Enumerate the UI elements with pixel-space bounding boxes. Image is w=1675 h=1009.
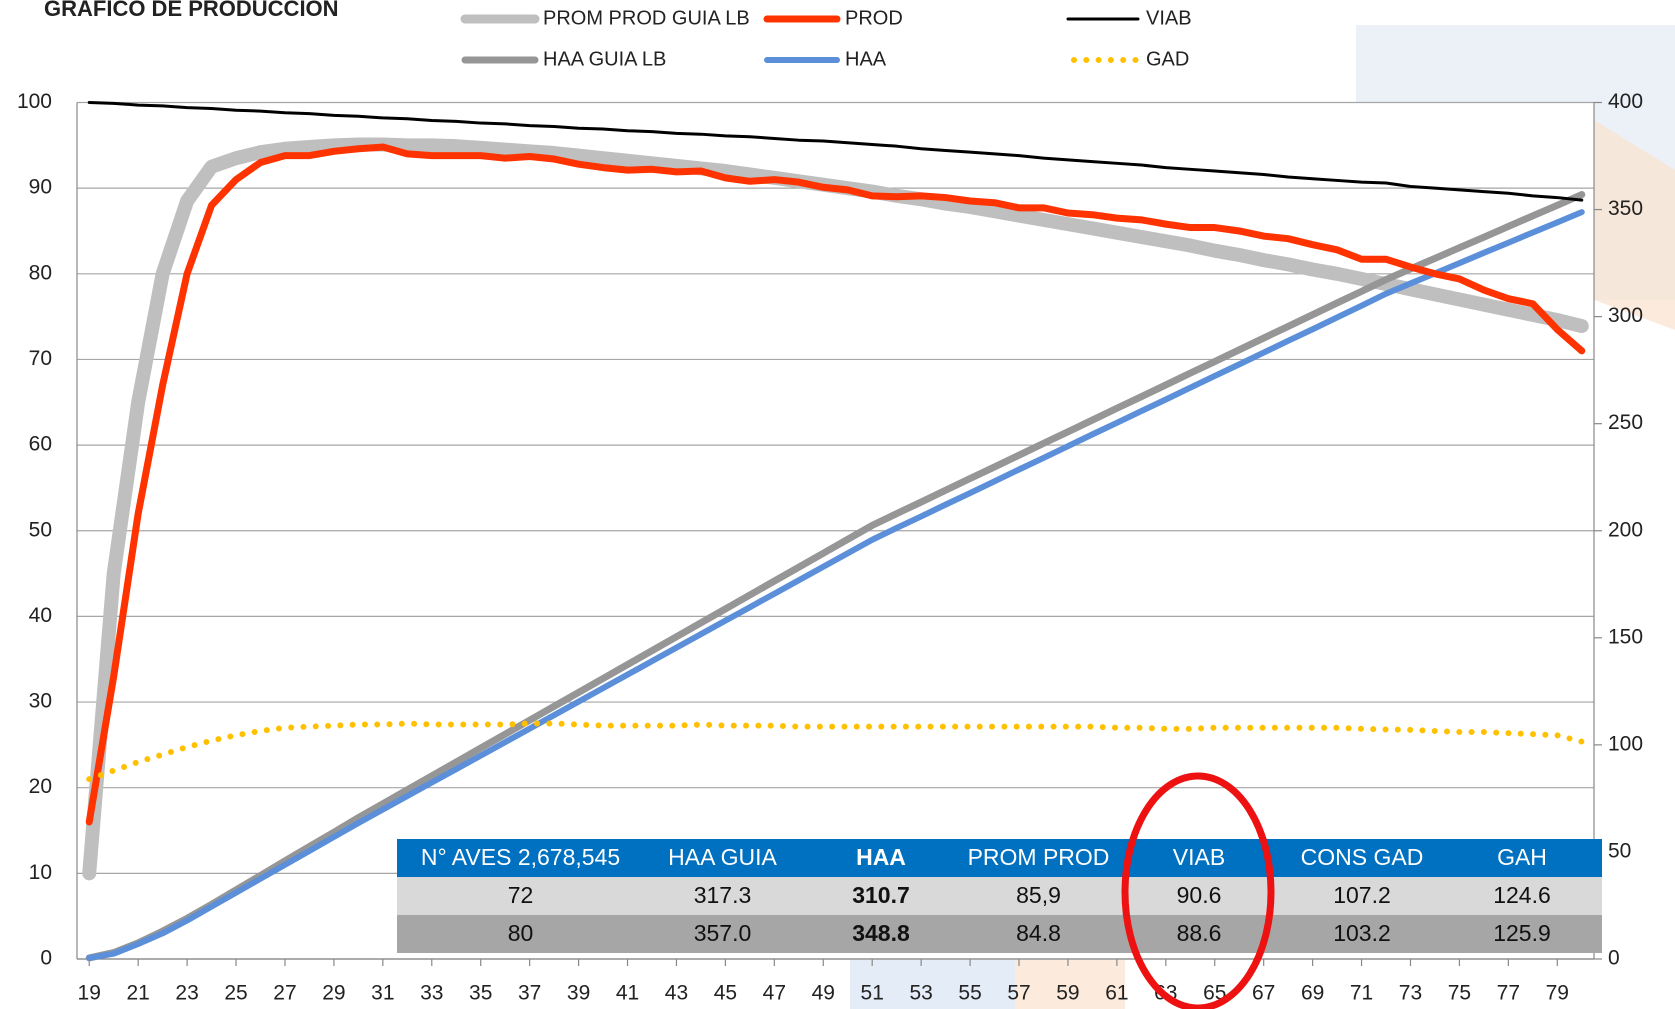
x-tick-label: 25 (224, 982, 247, 1005)
y2-tick-label: 350 (1608, 197, 1643, 220)
table-cell: 125.9 (1493, 920, 1551, 946)
table-row (397, 877, 1602, 915)
series-line (85, 143, 1586, 826)
x-tick-label: 55 (958, 982, 981, 1005)
series-line (86, 720, 1585, 783)
summary-table: N° AVES 2,678,545 HAA GUIA HAA PROM PROD VIA… (397, 839, 1602, 953)
y2-tick-label: 300 (1608, 304, 1643, 327)
legend-label: HAA (845, 48, 887, 70)
background-decor (850, 25, 1675, 1009)
table-cell: 317.3 (694, 882, 752, 908)
grid (77, 101, 1594, 960)
x-tick-label: 33 (420, 982, 443, 1005)
x-tick-label: 19 (78, 982, 101, 1005)
x-tick-label: 23 (175, 982, 198, 1005)
y2-tick-label: 0 (1608, 947, 1620, 970)
y2-tick-label: 100 (1608, 732, 1643, 755)
table-header-cell: VIAB (1173, 844, 1225, 870)
decor-shape (850, 960, 1015, 1009)
table-cell: 88.6 (1177, 920, 1222, 946)
table-cell: 357.0 (694, 920, 752, 946)
x-tick-label: 79 (1546, 982, 1569, 1005)
series-line (86, 209, 1585, 961)
y-tick-label: 10 (29, 861, 52, 884)
x-tick-label: 77 (1497, 982, 1520, 1005)
table-cell: 90.6 (1177, 882, 1222, 908)
table-header-cell: PROM PROD (968, 844, 1110, 870)
x-tick-label: 73 (1399, 982, 1422, 1005)
decor-shape (1594, 120, 1675, 330)
series-line (82, 137, 1589, 881)
y-tick-label: 60 (29, 433, 52, 456)
y-tick-label: 100 (17, 90, 52, 113)
y-tick-label: 20 (29, 775, 52, 798)
y-tick-label: 50 (29, 518, 52, 541)
x-tick-label: 51 (861, 982, 884, 1005)
table-header-cell: HAA (856, 844, 906, 870)
axes: 0 10 20 30 40 50 60 70 80 90 100 0 50 100 150 200 250 300… (17, 90, 1643, 1005)
table-cell: 107.2 (1333, 882, 1391, 908)
legend-label: GAD (1146, 48, 1189, 70)
table-cell: 72 (508, 882, 534, 908)
x-tick-label: 21 (126, 982, 149, 1005)
y-tick-label: 0 (40, 947, 52, 970)
x-tick-label: 49 (812, 982, 835, 1005)
x-tick-label: 41 (616, 982, 639, 1005)
decor-shape (1015, 960, 1125, 1009)
legend-label: HAA GUIA LB (543, 48, 666, 70)
y-tick-label: 80 (29, 261, 52, 284)
x-tick-label: 27 (273, 982, 296, 1005)
y-tick-label: 90 (29, 176, 52, 199)
y2-tick-label: 200 (1608, 518, 1643, 541)
x-tick-label: 71 (1350, 982, 1373, 1005)
table-row (397, 915, 1602, 953)
table-cell: 84.8 (1016, 920, 1061, 946)
y-tick-label: 30 (29, 690, 52, 713)
x-tick-label: 67 (1252, 982, 1275, 1005)
x-tick-label: 31 (371, 982, 394, 1005)
y2-tick-label: 150 (1608, 625, 1643, 648)
chart-title: GRÁFICO DE PRODUCCIÓN (44, 0, 339, 21)
legend-label: PROD (845, 7, 903, 29)
x-tick-label: 69 (1301, 982, 1324, 1005)
x-tick-label: 47 (763, 982, 786, 1005)
x-tick-label: 57 (1007, 982, 1030, 1005)
table-header (397, 839, 1602, 877)
table-cell: 85,9 (1016, 882, 1061, 908)
table-header-cell: GAH (1497, 844, 1547, 870)
x-tick-label: 29 (322, 982, 345, 1005)
highlight-ellipse (1121, 772, 1275, 1009)
table-cell: 310.7 (852, 882, 910, 908)
y-tick-label: 40 (29, 604, 52, 627)
legend: PROM PROD GUIA LB PROD VIAB HAA GUIA LB HAA G… (460, 7, 1192, 70)
x-tick-label: 37 (518, 982, 541, 1005)
series-line (87, 101, 1584, 202)
table-header-cell: HAA GUIA (668, 844, 777, 870)
x-tick-label: 59 (1056, 982, 1079, 1005)
x-tick-label: 61 (1105, 982, 1128, 1005)
y-tick-label: 70 (29, 347, 52, 370)
table-cell: 103.2 (1333, 920, 1391, 946)
table-cell: 348.8 (852, 920, 910, 946)
y2-tick-label: 250 (1608, 411, 1643, 434)
x-tick-label: 35 (469, 982, 492, 1005)
x-tick-label: 43 (665, 982, 688, 1005)
x-tick-label: 53 (909, 982, 932, 1005)
series-lines (82, 101, 1589, 962)
table-header-cell: CONS GAD (1301, 844, 1424, 870)
x-tick-label: 75 (1448, 982, 1471, 1005)
y2-tick-label: 400 (1608, 90, 1643, 113)
table-cell: 80 (508, 920, 534, 946)
table-header-cell: N° AVES 2,678,545 (421, 844, 620, 870)
legend-label: PROM PROD GUIA LB (543, 7, 750, 29)
y2-tick-label: 50 (1608, 839, 1631, 862)
table-cell: 124.6 (1493, 882, 1551, 908)
x-tick-label: 45 (714, 982, 737, 1005)
legend-label: VIAB (1146, 7, 1192, 29)
series-line (85, 191, 1586, 962)
x-tick-label: 39 (567, 982, 590, 1005)
